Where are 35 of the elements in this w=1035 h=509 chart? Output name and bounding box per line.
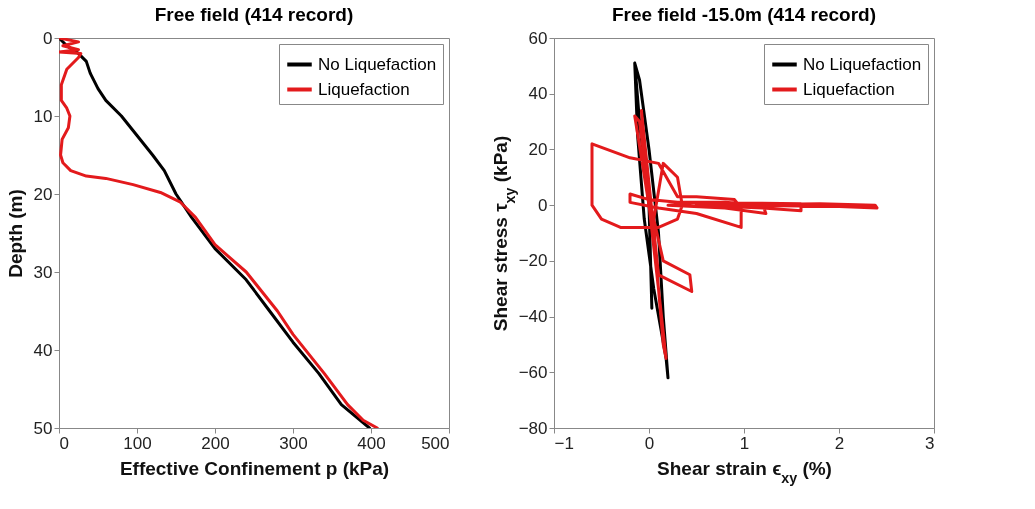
y-tick-label: 20: [528, 139, 548, 159]
legend-label: Liquefaction: [803, 79, 895, 99]
x-tick-label: 300: [279, 433, 308, 453]
x-tick-label: 200: [201, 433, 230, 453]
y-tick-label: 40: [33, 340, 53, 360]
y-tick-label: 60: [528, 28, 548, 48]
y-tick-label: 20: [33, 184, 53, 204]
y-tick-label: 40: [528, 84, 548, 104]
x-tick-label: 500: [421, 433, 450, 453]
x-tick-label: −1: [554, 433, 574, 453]
x-tick-label: 3: [925, 433, 935, 453]
chart-title: Free field (414 record): [154, 4, 354, 25]
y-tick-label: 30: [33, 262, 53, 282]
y-tick-label: 0: [43, 28, 53, 48]
y-tick-label: −80: [518, 418, 548, 438]
y-axis-title: Depth (m): [4, 189, 26, 278]
x-tick-label: 400: [357, 433, 386, 453]
legend-label: Liquefaction: [318, 79, 410, 99]
legend-label: No Liquefaction: [318, 54, 437, 74]
chart-title: Free field -15.0m (414 record): [612, 4, 876, 25]
x-tick-label: 0: [59, 433, 69, 453]
y-tick-label: 10: [33, 106, 53, 126]
y-tick-label: −40: [518, 307, 548, 327]
y-tick-label: 50: [33, 418, 53, 438]
x-axis-title: Shear strain ϵ$_{xy}$ (%): [657, 457, 832, 486]
y-tick-label: −60: [518, 362, 548, 382]
x-tick-label: 0: [644, 433, 655, 453]
x-axis-title: Effective Confinement p (kPa): [119, 457, 390, 479]
y-tick-label: 0: [538, 195, 548, 215]
x-tick-label: 2: [834, 433, 845, 453]
y-tick-label: −20: [518, 251, 548, 271]
x-tick-label: 1: [739, 433, 750, 453]
line-series: [590, 108, 879, 360]
x-tick-label: 100: [123, 433, 152, 453]
legend-label: No Liquefaction: [803, 54, 922, 74]
